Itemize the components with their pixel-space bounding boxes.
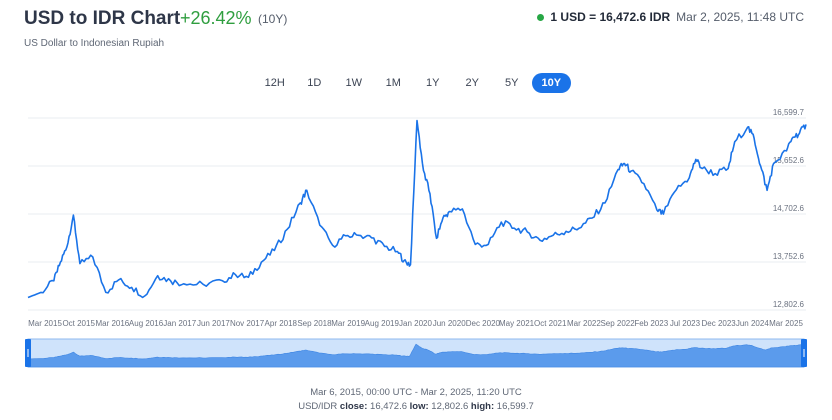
pair-label: USD/IDR [298, 401, 338, 412]
x-tick-label: Jun 2024 [736, 319, 769, 328]
x-tick-label: Jul 2023 [670, 319, 701, 328]
x-tick-label: Feb 2023 [634, 319, 668, 328]
x-tick-label: Sep 2018 [297, 319, 332, 328]
range-button-1y[interactable]: 1Y [426, 77, 440, 89]
y-tick-label: 13,752.6 [773, 252, 805, 261]
x-tick-label: Nov 2017 [230, 319, 265, 328]
x-tick-label: Aug 2019 [365, 319, 400, 328]
rate-value: 1 USD = 16,472.6 IDR [550, 10, 671, 24]
live-status-icon [537, 13, 545, 21]
high-value: 16,599.7 [496, 401, 534, 412]
range-button-2y[interactable]: 2Y [465, 77, 479, 89]
x-tick-label: Mar 2016 [95, 319, 129, 328]
x-tick-label: Mar 2015 [28, 319, 62, 328]
series-line [27, 119, 807, 299]
y-tick-label: 14,702.6 [773, 204, 805, 213]
range-button-1w[interactable]: 1W [345, 77, 363, 89]
x-tick-label: Dec 2023 [702, 319, 737, 328]
x-tick-label: Mar 2025 [769, 319, 803, 328]
chart-subtitle: US Dollar to Indonesian Rupiah [24, 38, 165, 49]
change-period: (10Y) [258, 12, 288, 26]
x-tick-label: Sep 2022 [600, 319, 635, 328]
x-tick-label: Jan 2017 [163, 319, 196, 328]
x-tick-label: Jan 2020 [399, 319, 432, 328]
range-selector: 12H 1D 1W 1M 1Y 2Y 5Y 10Y [255, 73, 571, 93]
range-button-12h[interactable]: 12H [264, 77, 285, 89]
low-value: 12,802.6 [431, 401, 469, 412]
range-button-1m[interactable]: 1M [385, 77, 401, 89]
chart-title: USD to IDR Chart [24, 8, 181, 29]
current-rate: 1 USD = 16,472.6 IDR Mar 2, 2025, 11:48 … [537, 10, 804, 24]
stats-line: USD/IDR close: 16,472.6 low: 12,802.6 hi… [0, 401, 832, 412]
exchange-rate-chart[interactable]: 16,599.7 15,652.6 14,702.6 13,752.6 12,802.6… [0, 0, 832, 380]
range-button-10y[interactable]: 10Y [531, 73, 571, 93]
high-label: high: [470, 401, 495, 412]
x-tick-label: Jun 2020 [433, 319, 466, 328]
x-tick-label: Jun 2017 [197, 319, 230, 328]
x-tick-label: Dec 2020 [466, 319, 501, 328]
x-tick-label: Oct 2021 [534, 319, 567, 328]
x-tick-label: Apr 2018 [265, 319, 298, 328]
close-value: 16,472.6 [370, 401, 408, 412]
y-tick-label: 15,652.6 [773, 156, 805, 165]
close-label: close: [339, 401, 368, 412]
range-button-5y[interactable]: 5Y [505, 77, 519, 89]
range-button-1d[interactable]: 1D [307, 77, 322, 89]
x-tick-label: Oct 2015 [62, 319, 95, 328]
x-tick-label: May 2021 [499, 319, 535, 328]
date-range-text: Mar 6, 2015, 00:00 UTC - Mar 2, 2025, 11… [310, 387, 522, 398]
change-percent: +26.42% [180, 8, 252, 28]
rate-timestamp: Mar 2, 2025, 11:48 UTC [676, 10, 804, 24]
navigator-area [27, 343, 805, 368]
x-tick-label: Mar 2019 [331, 319, 365, 328]
y-tick-label: 16,599.7 [773, 108, 805, 117]
y-tick-label: 12,802.6 [773, 300, 805, 309]
x-tick-label: Aug 2016 [129, 319, 164, 328]
x-tick-label: Mar 2022 [567, 319, 601, 328]
low-label: low: [409, 401, 429, 412]
